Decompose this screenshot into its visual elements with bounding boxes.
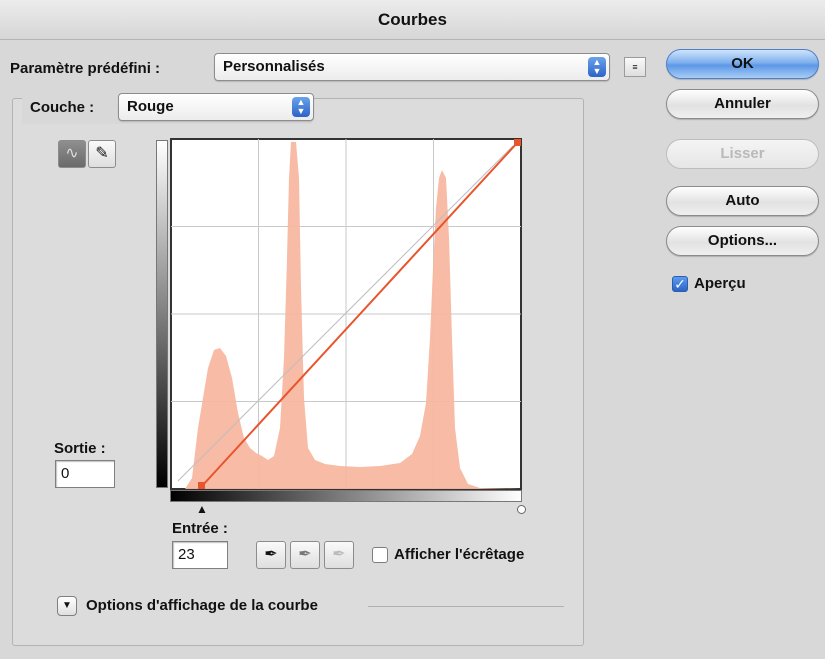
- preview-label: Aperçu: [694, 275, 746, 292]
- ok-button[interactable]: OK: [666, 49, 819, 79]
- cancel-button[interactable]: Annuler: [666, 89, 819, 119]
- clipping-checkbox[interactable]: [372, 547, 388, 563]
- gray-eyedropper-icon[interactable]: ✒: [290, 541, 320, 569]
- curve-control-point[interactable]: [198, 482, 205, 489]
- baseline-diagonal: [177, 145, 514, 482]
- graph-grid: [171, 139, 521, 489]
- black-point-slider-icon[interactable]: ▲: [196, 502, 208, 516]
- preview-checkbox[interactable]: ✓: [672, 276, 688, 292]
- white-eyedropper-icon[interactable]: ✒: [324, 541, 354, 569]
- smooth-button[interactable]: Lisser: [666, 139, 819, 169]
- disclosure-triangle-icon[interactable]: ▼: [57, 596, 77, 616]
- clipping-label: Afficher l'écrêtage: [394, 546, 525, 563]
- preset-value: Personnalisés: [223, 58, 325, 75]
- curve-display-options-label[interactable]: Options d'affichage de la courbe: [86, 597, 318, 614]
- auto-button[interactable]: Auto: [666, 186, 819, 216]
- red-curve-line[interactable]: [201, 141, 519, 487]
- preset-label: Paramètre prédéfini :: [10, 60, 161, 77]
- input-field[interactable]: 23: [172, 541, 228, 569]
- channel-value: Rouge: [127, 98, 174, 115]
- black-eyedropper-icon[interactable]: ✒: [256, 541, 286, 569]
- output-field[interactable]: 0: [55, 460, 115, 488]
- curve-point-tool-icon[interactable]: ∿: [58, 140, 86, 168]
- curve-control-point[interactable]: [514, 139, 521, 146]
- window-title: Courbes: [0, 0, 825, 40]
- select-arrows-icon: ▲ ▼: [292, 97, 310, 117]
- preset-select[interactable]: Personnalisés ▲ ▼: [214, 53, 610, 81]
- input-label: Entrée :: [172, 520, 228, 537]
- white-point-slider-icon[interactable]: [517, 505, 526, 514]
- channel-select[interactable]: Rouge ▲ ▼: [118, 93, 314, 121]
- output-gradient-bar: [156, 140, 168, 488]
- options-button[interactable]: Options...: [666, 226, 819, 256]
- channel-label: Couche :: [30, 99, 95, 116]
- pencil-tool-icon[interactable]: ✎: [88, 140, 116, 168]
- separator-line: [368, 606, 564, 607]
- output-label: Sortie :: [54, 440, 106, 457]
- input-gradient-bar: [170, 490, 522, 502]
- curve-graph[interactable]: [170, 138, 522, 490]
- select-arrows-icon: ▲ ▼: [588, 57, 606, 77]
- preset-menu-icon[interactable]: ≡: [624, 57, 646, 77]
